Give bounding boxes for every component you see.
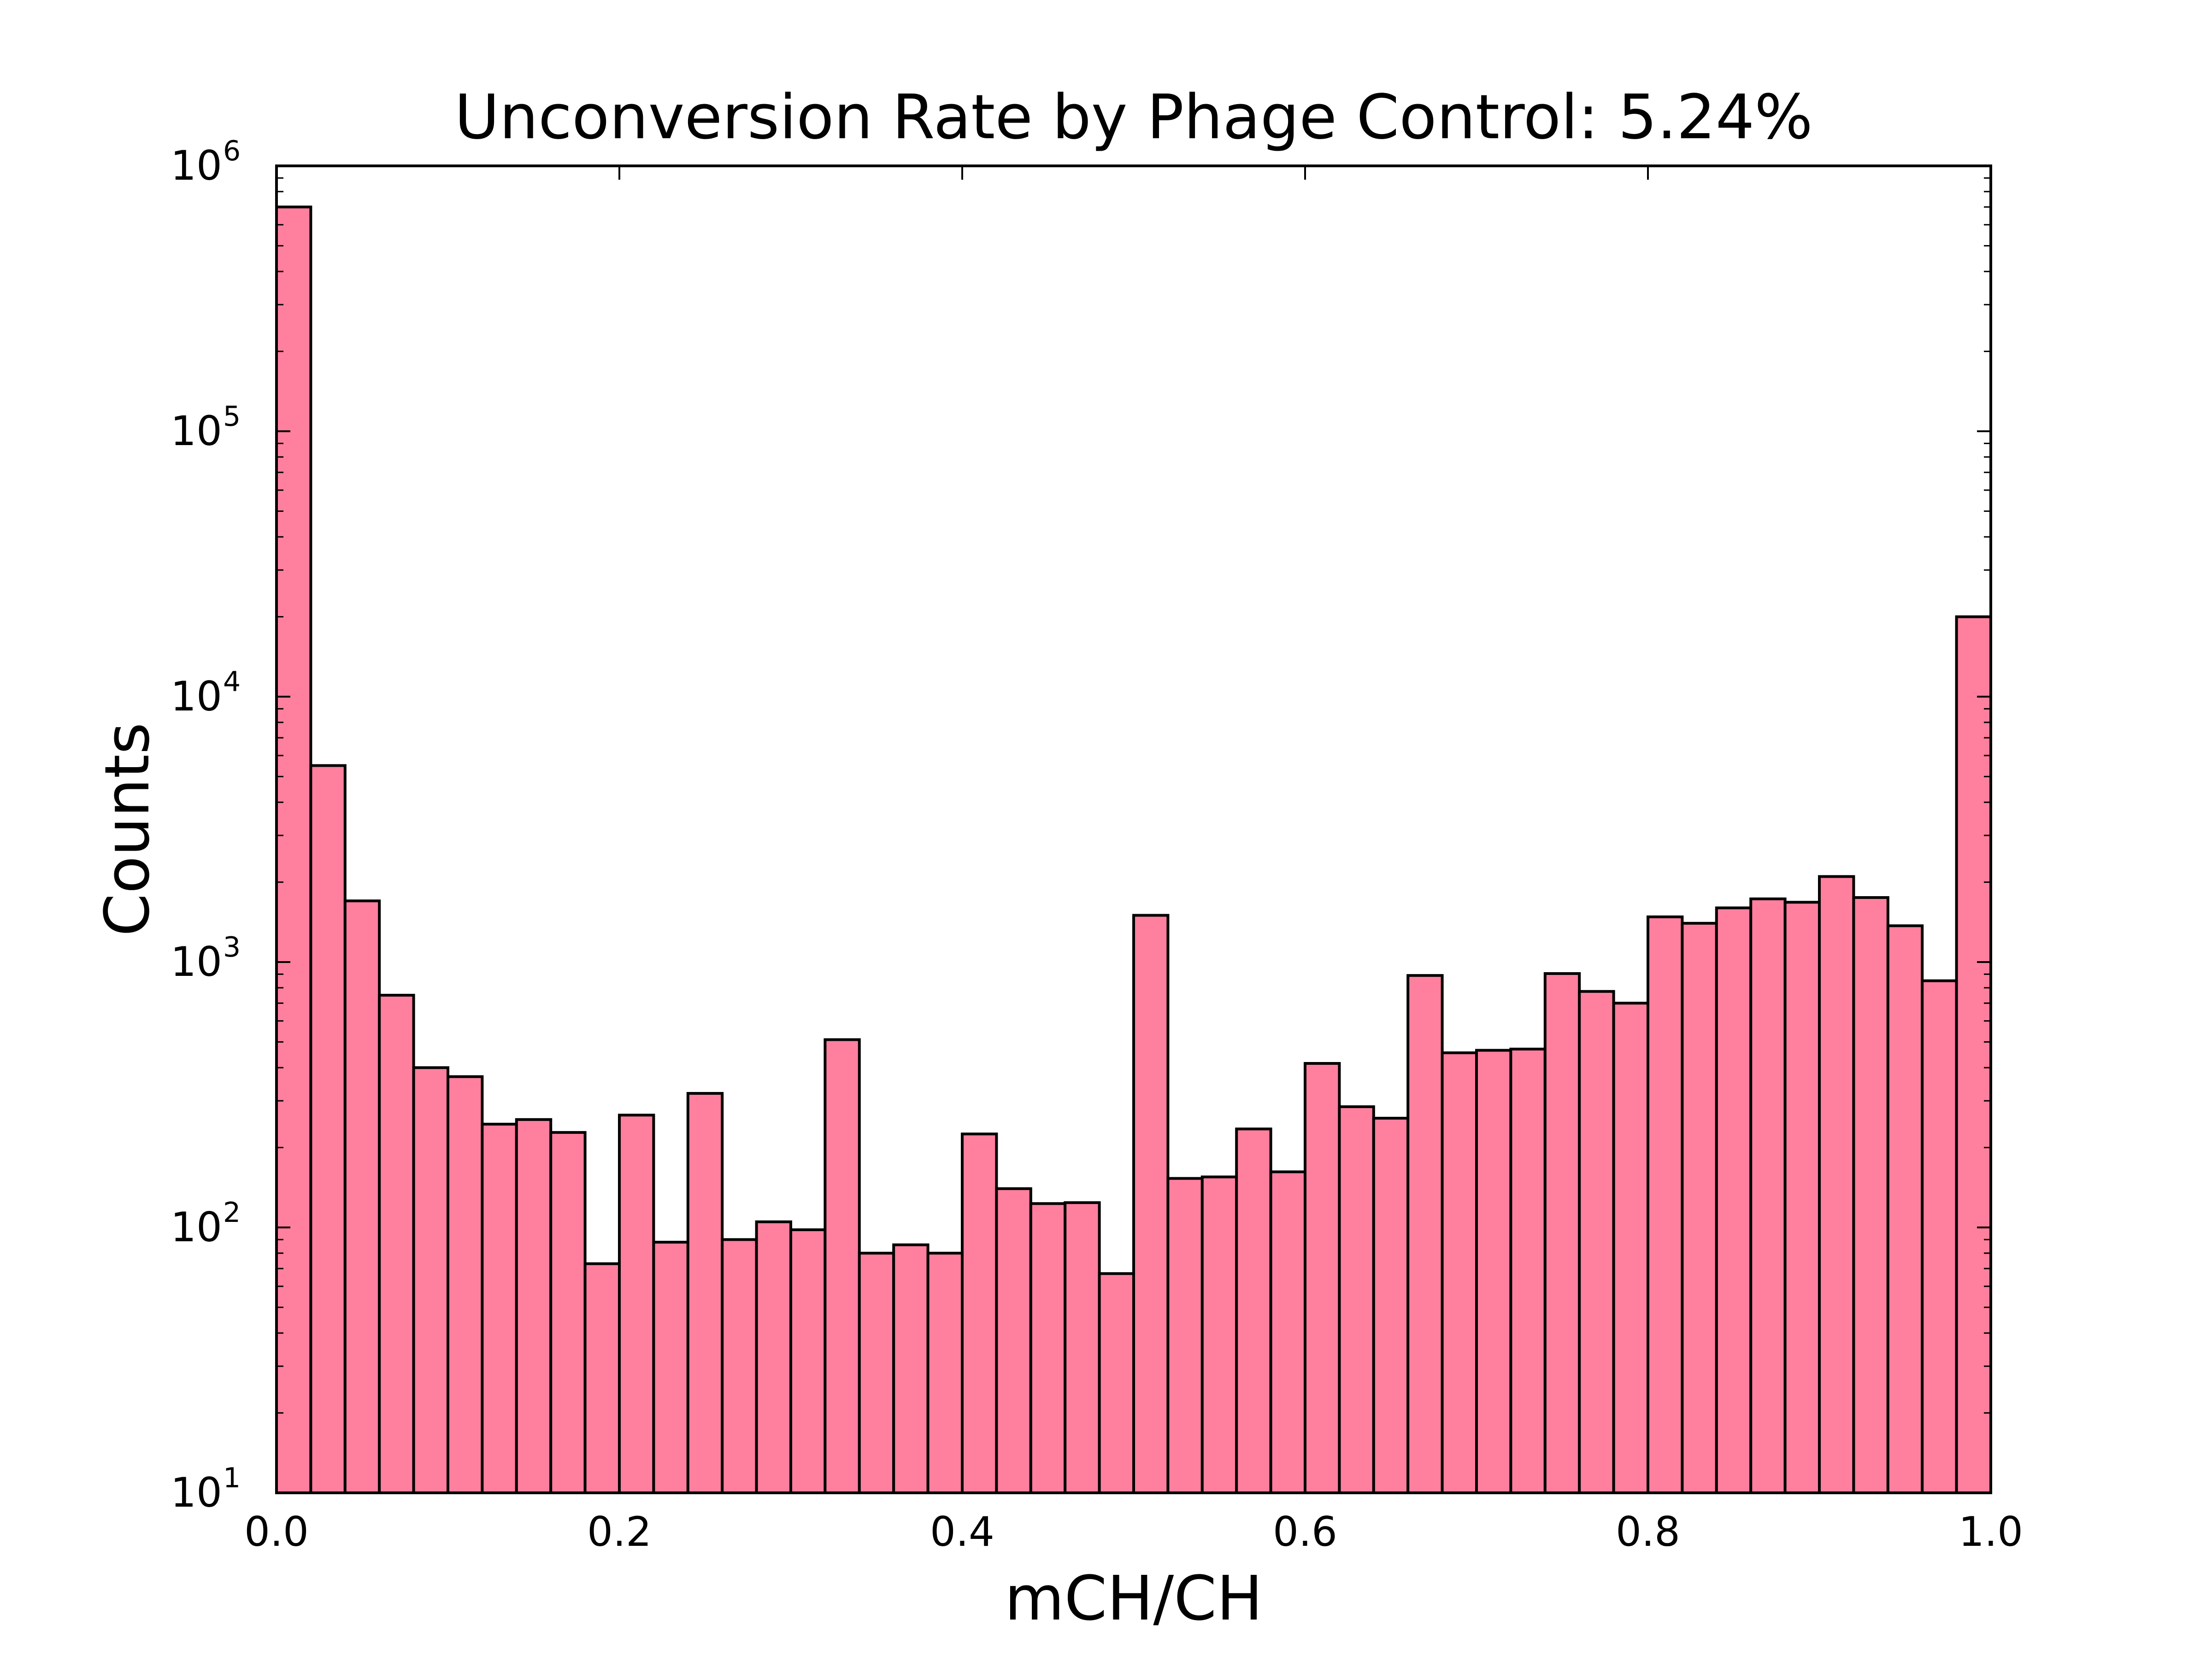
y-tick-label: 10 [171,938,222,986]
y-tick-label-exponent: 2 [223,1197,241,1229]
x-tick-label: 0.0 [244,1508,309,1555]
y-tick-label: 10 [171,673,222,720]
histogram-bar [1098,1272,1135,1494]
histogram-bar [686,1092,724,1495]
x-tick-label: 0.6 [1273,1508,1337,1555]
histogram-bar [515,1118,553,1494]
histogram-bar [892,1243,930,1495]
histogram-bar [1269,1170,1307,1494]
x-tick-label: 0.8 [1616,1508,1680,1555]
histogram-bar [961,1133,998,1494]
x-axis-label: mCH/CH [1005,1563,1263,1634]
chart-title: Unconversion Rate by Phage Control: 5.24… [454,82,1812,153]
histogram-bar [1475,1049,1512,1494]
y-tick-label-exponent: 5 [223,400,241,433]
histogram-bar [1166,1177,1204,1494]
histogram-bar [1543,972,1581,1494]
histogram-bar [378,993,415,1494]
histogram-bar [1064,1201,1101,1495]
histogram-bar [1921,979,1958,1495]
histogram-bar [1578,990,1615,1494]
x-tick-label: 0.4 [930,1508,994,1555]
plot-frame [275,164,1992,1494]
histogram-bar [275,205,312,1494]
y-tick-label-exponent: 3 [223,931,241,963]
histogram-bar [412,1066,449,1494]
histogram-bar [1886,924,1924,1494]
histogram-bar [1304,1062,1341,1495]
histogram-bar [1200,1175,1238,1494]
histogram-bar [481,1122,518,1494]
histogram-bar [1132,914,1170,1494]
histogram-bar [824,1038,861,1495]
ticks-layer [276,165,1992,1494]
histogram-bar [1681,921,1718,1494]
histogram-bar [309,764,347,1494]
histogram-bar [1647,915,1684,1494]
histogram-bar [858,1251,895,1494]
histogram-bar [618,1114,655,1495]
x-tick-label: 1.0 [1959,1508,2023,1555]
histogram-bar [1852,896,1889,1494]
y-tick-label: 10 [171,407,222,455]
y-tick-label-exponent: 1 [223,1462,241,1494]
y-tick-label: 10 [171,142,222,189]
x-tick-label: 0.2 [587,1508,652,1555]
histogram-bar [721,1238,758,1494]
histogram-bar [926,1251,964,1494]
histogram-bar [583,1262,621,1495]
histogram-bar [1406,974,1444,1494]
histogram-bar [652,1240,689,1495]
y-tick-label-exponent: 6 [223,135,241,167]
histogram-bar [1749,897,1787,1494]
bars-layer [275,205,1993,1495]
histogram-bar [1818,875,1855,1494]
histogram-bar [1441,1051,1478,1494]
histogram-bar [1715,906,1753,1494]
histogram-bar [1235,1127,1272,1494]
y-tick-label: 10 [171,1469,222,1516]
histogram-bar [1955,615,1993,1494]
y-tick-label-exponent: 4 [223,666,241,698]
histogram-bar [755,1220,792,1494]
histogram-bar [1338,1105,1375,1494]
histogram-bar [343,899,381,1494]
histogram-bar [1372,1116,1410,1494]
histogram-bar [1509,1047,1547,1494]
histogram-bar [1783,901,1821,1494]
histogram-bar [995,1187,1032,1495]
histogram-bar [1612,1002,1650,1495]
histogram-bar [447,1075,484,1494]
y-axis-label: Counts [92,722,163,936]
histogram-bar [549,1131,587,1495]
y-tick-label: 10 [171,1203,222,1251]
histogram-bar [789,1228,827,1494]
histogram-bar [1029,1202,1067,1494]
